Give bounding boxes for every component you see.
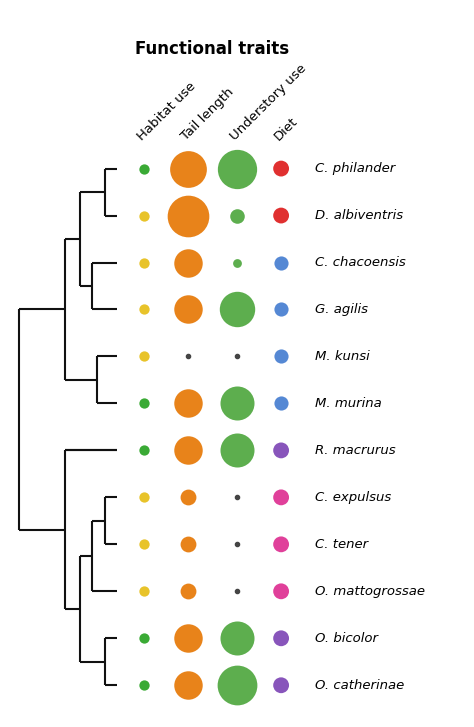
Point (184, 445, 192, 457)
Text: Habitat use: Habitat use (135, 79, 198, 142)
Point (233, 257, 241, 268)
Point (277, 491, 285, 503)
Point (140, 209, 148, 221)
Point (277, 398, 285, 409)
Text: Functional traits: Functional traits (136, 40, 290, 58)
Point (184, 585, 192, 597)
Point (140, 445, 148, 457)
Point (233, 632, 241, 644)
Point (184, 539, 192, 550)
Point (140, 350, 148, 362)
Point (277, 304, 285, 316)
Point (277, 163, 285, 174)
Text: M. murina: M. murina (315, 397, 382, 410)
Text: Diet: Diet (272, 114, 301, 142)
Point (140, 304, 148, 316)
Text: O. catherinae: O. catherinae (315, 679, 405, 692)
Point (140, 585, 148, 597)
Point (277, 257, 285, 268)
Point (233, 163, 241, 174)
Text: G. agilis: G. agilis (315, 303, 368, 316)
Text: C. chacoensis: C. chacoensis (315, 256, 406, 269)
Point (184, 304, 192, 316)
Text: C. philander: C. philander (315, 162, 396, 175)
Point (184, 491, 192, 503)
Text: O. bicolor: O. bicolor (315, 632, 378, 645)
Point (233, 680, 241, 691)
Point (184, 209, 192, 221)
Point (140, 257, 148, 268)
Point (233, 209, 241, 221)
Text: D. albiventris: D. albiventris (315, 209, 403, 222)
Point (184, 257, 192, 268)
Text: C. tener: C. tener (315, 538, 369, 551)
Point (140, 680, 148, 691)
Text: R. macrurus: R. macrurus (315, 444, 396, 457)
Point (277, 585, 285, 597)
Point (140, 398, 148, 409)
Point (184, 398, 192, 409)
Point (233, 304, 241, 316)
Point (277, 632, 285, 644)
Point (233, 398, 241, 409)
Text: Understory use: Understory use (228, 62, 309, 142)
Point (140, 632, 148, 644)
Point (277, 445, 285, 457)
Point (277, 350, 285, 362)
Point (184, 680, 192, 691)
Text: O. mattogrossae: O. mattogrossae (315, 585, 426, 598)
Text: Tail length: Tail length (179, 85, 237, 142)
Point (277, 680, 285, 691)
Point (184, 632, 192, 644)
Point (277, 209, 285, 221)
Text: M. kunsi: M. kunsi (315, 350, 370, 363)
Point (184, 163, 192, 174)
Point (277, 539, 285, 550)
Text: C. expulsus: C. expulsus (315, 491, 392, 504)
Point (140, 163, 148, 174)
Point (233, 445, 241, 457)
Point (140, 491, 148, 503)
Point (140, 539, 148, 550)
